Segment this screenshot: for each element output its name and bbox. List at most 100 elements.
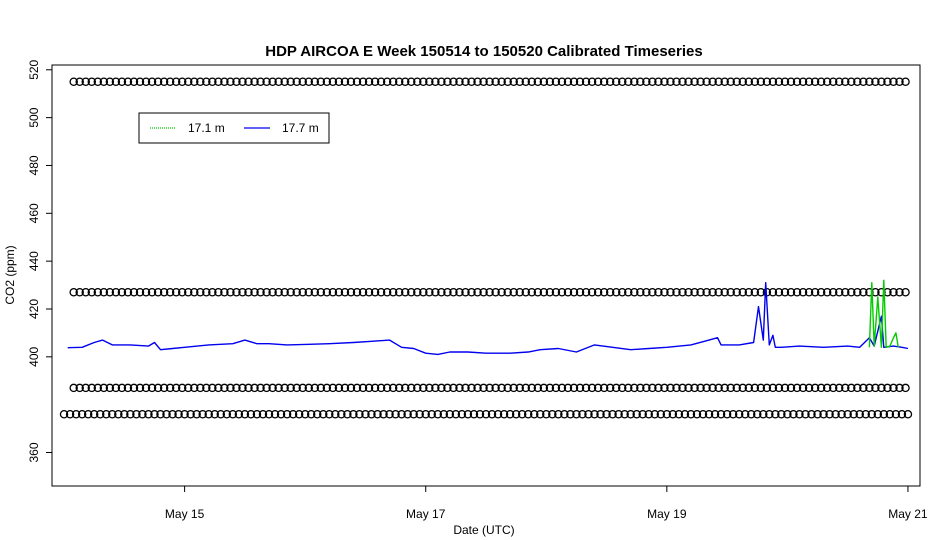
ref-point-0-43 — [328, 77, 338, 86]
ref-point-3-80 — [542, 409, 551, 419]
ref-point-3-11 — [126, 409, 135, 419]
ref-point-3-114 — [746, 409, 756, 419]
ref-point-1-74 — [515, 287, 525, 297]
ref-point-2-43 — [328, 383, 338, 393]
ref-point-3-7 — [102, 409, 111, 419]
ref-point-2-92 — [624, 383, 633, 393]
ref-point-0-81 — [557, 77, 567, 86]
ref-point-3-14 — [144, 409, 153, 419]
ref-point-3-29 — [234, 409, 244, 419]
ref-point-3-39 — [294, 409, 304, 419]
ref-point-0-62 — [443, 77, 452, 86]
ref-point-2-115 — [762, 383, 772, 393]
ref-point-2-135 — [883, 383, 892, 393]
ref-point-0-72 — [503, 77, 512, 86]
ref-point-0-3 — [87, 77, 97, 86]
y-tick-label-6: 500 — [27, 107, 41, 127]
ref-point-2-48 — [358, 383, 368, 393]
ref-point-2-22 — [202, 383, 211, 393]
ref-point-2-13 — [147, 383, 157, 393]
ref-point-0-87 — [593, 77, 603, 86]
ref-point-2-90 — [611, 383, 621, 393]
ref-point-0-107 — [714, 77, 723, 86]
ref-point-1-129 — [847, 287, 856, 297]
ref-point-3-5 — [89, 409, 99, 419]
ref-point-1-94 — [636, 287, 645, 297]
ref-point-0-7 — [111, 77, 121, 86]
ref-point-0-118 — [780, 77, 790, 86]
ref-point-0-134 — [877, 77, 886, 86]
ref-point-0-57 — [413, 77, 422, 86]
ref-point-3-108 — [710, 409, 720, 419]
ref-point-0-11 — [135, 77, 145, 86]
ref-point-2-94 — [636, 383, 645, 393]
ref-point-1-16 — [165, 287, 175, 297]
ref-point-0-56 — [407, 77, 416, 86]
ref-point-2-72 — [503, 383, 512, 393]
ref-point-2-46 — [346, 383, 356, 393]
ref-point-1-132 — [865, 287, 874, 297]
ref-point-1-1 — [75, 287, 84, 297]
ref-point-0-27 — [232, 77, 241, 86]
ref-point-1-92 — [624, 287, 633, 297]
ref-point-3-96 — [638, 409, 647, 419]
ref-point-2-133 — [871, 383, 880, 393]
ref-point-2-42 — [322, 383, 332, 393]
ref-point-1-60 — [431, 287, 440, 297]
ref-point-1-75 — [521, 287, 531, 297]
ref-point-3-116 — [759, 409, 768, 419]
ref-point-0-86 — [587, 77, 597, 86]
ref-point-2-117 — [774, 383, 784, 393]
ref-point-3-41 — [306, 409, 316, 419]
ref-point-0-12 — [141, 77, 151, 86]
ref-point-3-72 — [493, 409, 503, 419]
ref-point-2-10 — [129, 383, 139, 393]
ref-point-3-66 — [457, 409, 467, 419]
ref-point-3-75 — [511, 409, 521, 419]
ref-point-1-137 — [895, 287, 904, 297]
ref-point-0-2 — [81, 77, 91, 86]
ref-point-1-68 — [479, 287, 488, 297]
ref-point-2-82 — [563, 383, 573, 393]
x-axis: May 15 May 17 May 19 May 21 — [165, 486, 928, 521]
ref-point-2-39 — [304, 383, 314, 393]
ref-point-3-24 — [204, 409, 213, 419]
ref-point-3-17 — [162, 409, 171, 419]
ref-point-2-1 — [75, 383, 84, 393]
ref-point-2-20 — [190, 383, 199, 393]
ref-point-0-9 — [123, 77, 133, 86]
ref-point-3-65 — [451, 409, 461, 419]
ref-point-1-79 — [545, 287, 555, 297]
ref-point-3-67 — [463, 409, 473, 419]
y-tick-label-3: 440 — [27, 251, 41, 271]
ref-point-3-119 — [777, 409, 786, 419]
ref-point-1-54 — [394, 287, 404, 297]
ref-point-3-82 — [554, 409, 563, 419]
ref-point-1-124 — [816, 287, 826, 297]
ref-point-2-100 — [672, 383, 681, 393]
ref-point-3-125 — [813, 409, 822, 419]
ref-point-3-111 — [728, 409, 738, 419]
ref-point-1-77 — [533, 287, 543, 297]
ref-point-0-91 — [617, 77, 627, 86]
ref-point-0-51 — [376, 77, 386, 86]
ref-point-3-69 — [475, 409, 485, 419]
ref-point-1-123 — [810, 287, 820, 297]
ref-point-0-23 — [208, 77, 217, 86]
ref-point-1-59 — [425, 287, 434, 297]
ref-point-3-95 — [632, 409, 641, 419]
ref-point-1-52 — [382, 287, 392, 297]
ref-point-2-55 — [400, 383, 410, 393]
ref-point-1-106 — [708, 287, 717, 297]
ref-point-1-30 — [250, 287, 259, 297]
ref-point-3-129 — [837, 409, 846, 419]
ref-point-1-97 — [654, 287, 663, 297]
ref-point-0-67 — [473, 77, 482, 86]
ref-point-2-95 — [642, 383, 651, 393]
ref-point-3-115 — [753, 409, 762, 419]
ref-point-1-119 — [786, 287, 796, 297]
ref-point-0-42 — [322, 77, 332, 86]
ref-point-1-8 — [117, 287, 127, 297]
ref-point-1-72 — [503, 287, 512, 297]
ref-point-0-133 — [871, 77, 880, 86]
